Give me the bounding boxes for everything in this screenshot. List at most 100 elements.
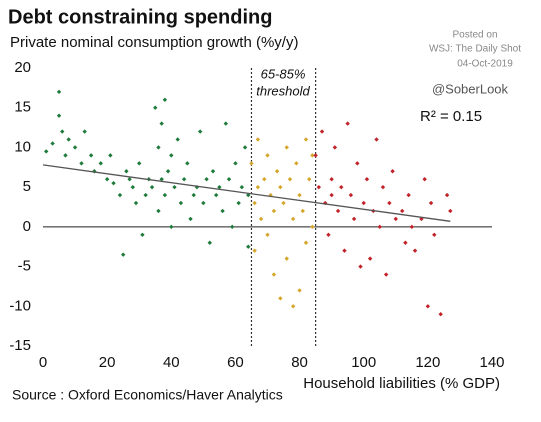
- scatter-point: [332, 145, 338, 150]
- scatter-point: [92, 169, 97, 174]
- y-tick-label: 10: [14, 138, 31, 155]
- scatter-point: [197, 129, 203, 134]
- watermark: Posted on: [452, 30, 497, 41]
- scatter-point: [438, 312, 443, 317]
- scatter-point: [400, 208, 405, 214]
- scatter-point: [303, 240, 309, 245]
- scatter-point: [444, 192, 450, 198]
- scatter-point: [226, 177, 232, 182]
- scatter-point: [60, 129, 65, 134]
- scatter-point: [140, 232, 145, 237]
- scatter-point: [294, 161, 299, 166]
- scatter-point: [409, 224, 415, 230]
- scatter-point: [310, 224, 315, 230]
- scatter-point: [274, 169, 280, 174]
- scatter-point: [262, 177, 267, 182]
- scatter-point: [355, 161, 360, 166]
- scatter-point: [380, 184, 386, 190]
- scatter-point: [104, 177, 110, 182]
- y-tick-label: 20: [14, 59, 31, 76]
- threshold-label: 65-85%: [261, 66, 306, 81]
- scatter-point: [127, 177, 132, 182]
- scatter-point: [50, 141, 55, 146]
- scatter-point: [242, 145, 248, 150]
- scatter-point: [377, 224, 382, 230]
- y-tick-label: 0: [23, 218, 31, 235]
- scatter-point: [310, 153, 315, 158]
- scatter-point: [111, 180, 116, 186]
- scatter-point: [383, 272, 389, 277]
- chart-title: Debt constraining spending: [8, 6, 272, 28]
- scatter-point: [185, 161, 190, 166]
- scatter-point: [278, 296, 283, 301]
- scatter-point: [428, 200, 434, 206]
- scatter-point: [432, 232, 437, 237]
- scatter-point: [390, 169, 395, 174]
- scatter-point: [290, 304, 296, 309]
- y-tick-label: -15: [9, 337, 31, 354]
- scatter-point: [120, 252, 126, 257]
- x-tick-label: 60: [227, 354, 244, 371]
- scatter-point: [374, 137, 379, 142]
- scatter-point: [172, 184, 177, 190]
- scatter-point: [422, 177, 427, 182]
- y-tick-label: 15: [14, 99, 31, 116]
- scatter-point: [156, 208, 161, 214]
- scatter-point: [252, 248, 257, 253]
- scatter-point: [98, 161, 103, 166]
- x-tick-label: 100: [351, 354, 376, 371]
- scatter-point: [329, 192, 334, 198]
- scatter-point: [210, 169, 216, 174]
- scatter-point: [88, 153, 94, 158]
- scatter-point: [159, 177, 164, 182]
- scatter-point: [342, 248, 347, 253]
- scatter-point: [79, 161, 84, 166]
- scatter-point: [326, 232, 331, 237]
- x-tick-label: 120: [415, 354, 440, 371]
- source: Source : Oxford Economics/Haver Analytic…: [12, 387, 283, 403]
- scatter-point: [290, 216, 296, 222]
- x-tick-label: 20: [99, 354, 116, 371]
- scatter-point: [300, 208, 305, 214]
- scatter-point: [165, 169, 171, 174]
- scatter-point: [252, 200, 257, 206]
- y-tick-label: -10: [9, 297, 31, 314]
- scatter-point: [265, 232, 270, 237]
- chart-subtitle: Private nominal consumption growth (%y/y…: [10, 34, 298, 51]
- scatter-point: [348, 192, 354, 198]
- scatter-point: [169, 153, 174, 158]
- handle: @SoberLook: [432, 81, 509, 96]
- scatter-point: [207, 240, 212, 245]
- scatter-point: [223, 121, 229, 126]
- x-tick-label: 140: [479, 354, 504, 371]
- scatter-point: [56, 113, 62, 118]
- scatter-point: [82, 129, 87, 134]
- scatter-point: [149, 184, 155, 190]
- scatter-point: [406, 192, 411, 198]
- scatter-point: [281, 200, 286, 206]
- scatter-point: [178, 200, 184, 206]
- trend-line: [42, 164, 451, 222]
- scatter-point: [233, 161, 238, 166]
- scatter-point: [181, 177, 187, 182]
- scatter-point: [345, 121, 350, 126]
- scatter-point: [367, 256, 373, 261]
- scatter-point: [191, 192, 196, 198]
- scatter-point: [303, 137, 309, 142]
- scatter-point: [162, 192, 168, 198]
- x-axis-label: Household liabilities (% GDP): [303, 375, 500, 392]
- scatter-point: [271, 208, 277, 214]
- scatter-point: [448, 208, 453, 214]
- scatter-point: [169, 224, 174, 230]
- scatter-point: [230, 224, 235, 230]
- scatter-point: [63, 153, 68, 158]
- x-tick-label: 40: [163, 354, 180, 371]
- y-tick-label: -5: [18, 258, 31, 275]
- scatter-point: [403, 240, 408, 245]
- scatter-point: [133, 200, 139, 206]
- x-tick-label: 80: [291, 354, 308, 371]
- scatter-point: [319, 129, 325, 134]
- scatter-point: [156, 145, 161, 150]
- scatter-point: [265, 153, 270, 158]
- scatter-point: [284, 145, 289, 150]
